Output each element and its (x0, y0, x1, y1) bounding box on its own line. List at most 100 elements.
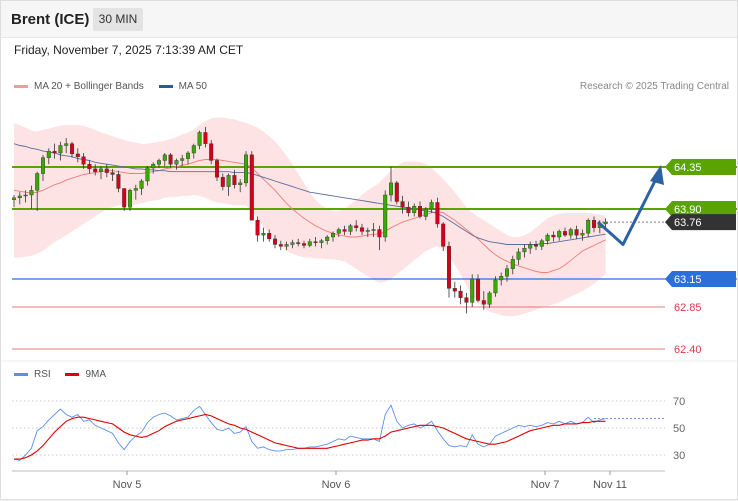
candle-53 (319, 238, 324, 249)
candle-body (510, 259, 515, 269)
price-tag-64.35: 64.35 (665, 159, 736, 175)
candle-body (238, 182, 243, 185)
price-tag-label: 63.90 (674, 204, 702, 216)
candle-28 (174, 158, 179, 170)
chart-header: Brent (ICE) 30 MIN (1, 1, 737, 38)
candle-75 (447, 241, 452, 298)
candle-body (203, 132, 208, 144)
candle-body (336, 229, 341, 234)
candle-body (156, 160, 161, 165)
candle-41 (249, 151, 254, 221)
price-legend: MA 20 + Bollinger Bands MA 50 (14, 81, 207, 92)
candle-body (191, 145, 196, 154)
candle-body (278, 244, 283, 247)
candle-body (273, 238, 278, 245)
candle-35 (214, 158, 219, 181)
candle-63 (377, 225, 382, 251)
candle-body (505, 268, 510, 277)
candle-body (29, 190, 34, 196)
candle-14 (93, 164, 98, 176)
price-tag-label: 63.76 (674, 217, 702, 229)
candle-59 (354, 220, 359, 232)
candle-3 (29, 185, 34, 209)
candle-body (464, 297, 469, 303)
candle-25 (156, 158, 161, 168)
candle-6 (46, 148, 51, 165)
instrument-title: Brent (ICE) (11, 11, 90, 28)
candle-body (360, 227, 365, 232)
candle-4 (35, 171, 40, 211)
candle-body (52, 150, 57, 154)
candle-86 (510, 255, 515, 275)
price-tag-label: 64.35 (674, 162, 702, 174)
candle-body (406, 206, 411, 213)
x-tick-label-1: Nov 6 (322, 479, 351, 491)
ma50-swatch (158, 84, 173, 88)
candle-5 (41, 154, 46, 181)
candle-body (331, 233, 336, 238)
candle-57 (342, 225, 347, 236)
candle-body (255, 219, 260, 236)
bollinger-band (14, 117, 606, 317)
candle-51 (307, 238, 312, 248)
candle-52 (313, 237, 318, 247)
candle-90 (534, 240, 539, 251)
rsi-swatch (14, 372, 28, 376)
candle-33 (203, 126, 208, 148)
candle-body (470, 278, 475, 303)
candle-15 (98, 166, 103, 180)
candle-body (290, 242, 295, 245)
candle-40 (243, 151, 248, 187)
price-tag-62.85: 62.85 (674, 302, 702, 314)
candle-body (313, 241, 318, 243)
candle-body (383, 194, 388, 238)
candle-62 (371, 223, 376, 237)
rsi-ma-swatch (65, 372, 80, 376)
price-tag-63.15: 63.15 (665, 271, 736, 287)
candle-body (493, 279, 498, 294)
candle-88 (522, 244, 527, 258)
candle-body (69, 143, 74, 155)
candle-body (145, 167, 150, 182)
candle-85 (505, 265, 510, 282)
candle-78 (464, 293, 469, 314)
candle-body (603, 221, 608, 225)
candle-body (563, 231, 568, 236)
candle-38 (232, 169, 237, 189)
candle-84 (499, 272, 504, 286)
candle-56 (336, 227, 341, 237)
price-tag-box (665, 201, 736, 217)
candle-body (116, 174, 121, 189)
price-tag-box (665, 214, 736, 231)
candle-body (226, 175, 231, 187)
candle-22 (139, 179, 144, 195)
candle-48 (290, 239, 295, 249)
candle-body (429, 202, 434, 210)
candle-10 (69, 141, 74, 158)
timeframe-badge[interactable]: 30 MIN (93, 8, 143, 31)
candle-body (11, 197, 16, 200)
candle-87 (516, 248, 521, 265)
candle-body (133, 188, 138, 191)
candle-body (46, 150, 51, 158)
candle-64 (383, 190, 388, 242)
candle-body (87, 163, 92, 170)
candle-50 (302, 240, 307, 249)
candle-body (487, 292, 492, 305)
candle-76 (452, 281, 457, 298)
candle-body (586, 219, 591, 234)
candle-2 (23, 190, 28, 203)
candle-body (354, 225, 359, 228)
candle-79 (470, 274, 475, 307)
candle-body (307, 241, 312, 246)
candle-37 (226, 173, 231, 196)
candle-16 (104, 164, 109, 178)
candle-21 (133, 184, 138, 200)
candle-89 (528, 241, 533, 254)
ma20-legend-label: MA 20 + Bollinger Bands (34, 81, 144, 92)
candle-body (58, 145, 63, 154)
candle-body (151, 163, 156, 169)
candle-17 (110, 168, 115, 181)
candle-29 (180, 154, 185, 167)
